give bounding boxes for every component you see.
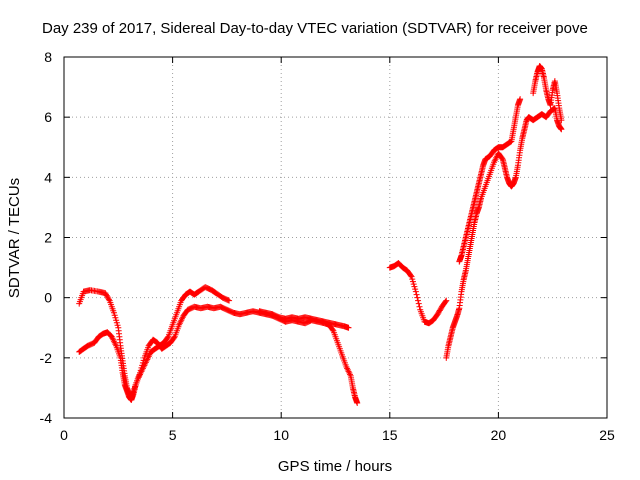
data-point — [137, 367, 144, 374]
data-point — [345, 324, 352, 331]
x-tick-label: 15 — [382, 427, 398, 443]
data-points — [76, 63, 565, 406]
data-point — [137, 369, 144, 376]
series-upper-segment-1b — [256, 308, 352, 331]
data-point — [517, 96, 524, 103]
data-point — [437, 306, 444, 313]
data-point — [224, 297, 231, 304]
data-point — [409, 276, 416, 283]
data-point — [412, 286, 419, 293]
data-point — [110, 309, 117, 316]
data-point — [226, 297, 233, 304]
x-tick-label: 0 — [60, 427, 68, 443]
data-point — [102, 290, 109, 297]
y-tick-label: 2 — [44, 230, 52, 246]
data-point — [354, 399, 361, 406]
data-point — [413, 291, 420, 298]
data-point — [415, 297, 422, 304]
chart-title: Day 239 of 2017, Sidereal Day-to-day VTE… — [42, 20, 588, 37]
data-point — [105, 295, 112, 302]
y-tick-label: 8 — [44, 49, 52, 65]
series-lower-segment-2 — [443, 105, 565, 361]
data-point — [507, 138, 514, 145]
data-point — [164, 334, 171, 341]
y-tick-label: 0 — [44, 290, 52, 306]
data-point — [140, 357, 147, 364]
data-point — [105, 296, 112, 303]
data-point — [412, 288, 419, 295]
data-point — [407, 272, 414, 279]
data-point — [111, 312, 118, 319]
data-point — [103, 292, 110, 299]
data-point — [506, 139, 513, 146]
data-point — [114, 322, 121, 329]
data-point — [434, 311, 441, 318]
data-point — [410, 281, 417, 288]
data-point — [112, 314, 119, 321]
data-point — [558, 126, 565, 133]
series-lower-segment-1 — [76, 303, 361, 406]
data-point — [411, 283, 418, 290]
data-point — [415, 300, 422, 307]
data-point — [139, 359, 146, 366]
series-upper-segment-2 — [386, 260, 450, 327]
data-point — [443, 297, 450, 304]
data-point — [104, 293, 111, 300]
data-point — [409, 278, 416, 285]
y-tick-label: -2 — [40, 350, 53, 366]
data-point — [436, 307, 443, 314]
x-axis-label: GPS time / hours — [278, 458, 392, 475]
data-point — [102, 291, 109, 298]
data-point — [138, 364, 145, 371]
data-point — [436, 308, 443, 315]
data-point — [435, 309, 442, 316]
y-tick-label: 4 — [44, 169, 52, 185]
x-tick-label: 5 — [169, 427, 177, 443]
data-point — [558, 117, 565, 124]
x-tick-label: 20 — [491, 427, 507, 443]
ticks: 0 5 10 15 20 25 -4 -2 0 2 4 6 8 — [40, 49, 615, 443]
y-tick-label: -4 — [40, 410, 53, 426]
x-tick-label: 25 — [599, 427, 615, 443]
series-upper-segment-3 — [456, 96, 524, 265]
data-point — [113, 317, 120, 324]
series-upper-segment-4 — [530, 63, 565, 124]
data-point — [416, 303, 423, 310]
data-point — [499, 155, 506, 162]
data-point — [414, 294, 421, 301]
data-point — [408, 273, 415, 280]
data-point — [171, 334, 178, 341]
data-point — [139, 362, 146, 369]
y-tick-label: 6 — [44, 109, 52, 125]
data-point — [113, 319, 120, 326]
data-point — [329, 326, 336, 333]
y-axis-label: SDTVAR / TECUs — [6, 178, 23, 298]
x-tick-label: 10 — [273, 427, 289, 443]
data-point — [442, 298, 449, 305]
